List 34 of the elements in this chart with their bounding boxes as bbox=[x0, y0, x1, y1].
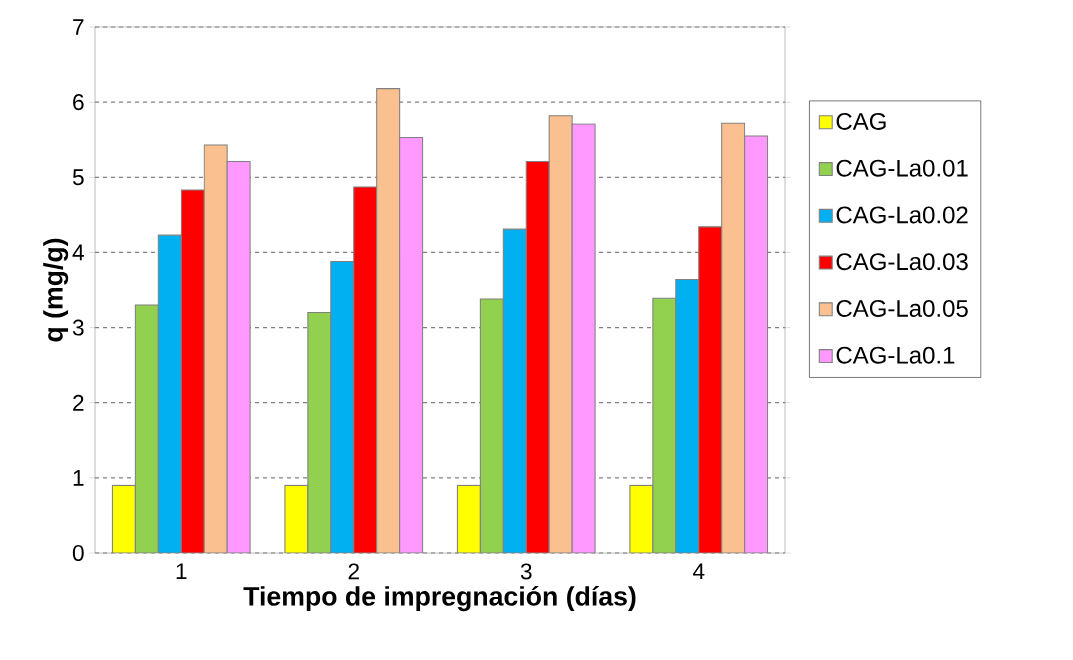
bar bbox=[203, 144, 228, 553]
x-tick-label: 4 bbox=[692, 563, 705, 579]
legend-label: CAG-La0.03 bbox=[836, 253, 968, 271]
legend-label: CAG bbox=[836, 112, 886, 130]
x-axis-title: Tiempo de impregnación (días) bbox=[243, 585, 636, 612]
bar bbox=[330, 260, 355, 553]
y-tick-label: 0 bbox=[72, 544, 84, 562]
legend-label: CAG-La0.1 bbox=[836, 346, 955, 364]
x-tick-label: 1 bbox=[176, 563, 187, 579]
bar bbox=[652, 297, 677, 553]
y-tick-label: 5 bbox=[72, 169, 84, 186]
y-tick-label: 4 bbox=[72, 244, 84, 261]
x-tick-label: 3 bbox=[520, 563, 532, 580]
y-axis-title: q (mg/g) bbox=[43, 238, 69, 342]
y-tick-label: 1 bbox=[73, 470, 84, 486]
y-tick-label: 2 bbox=[73, 394, 84, 411]
y-tick-label: 7 bbox=[73, 19, 84, 35]
bar bbox=[307, 312, 332, 553]
x-tick-label: 2 bbox=[348, 563, 359, 580]
y-tick-label: 3 bbox=[72, 319, 84, 336]
bar bbox=[479, 298, 504, 553]
bar bbox=[376, 88, 401, 553]
bar bbox=[134, 304, 159, 553]
legend-label: CAG-La0.05 bbox=[836, 299, 968, 317]
bar bbox=[502, 228, 527, 553]
bar bbox=[111, 484, 136, 553]
bar bbox=[548, 115, 573, 553]
y-tick-label: 6 bbox=[73, 94, 84, 111]
legend-label: CAG-La0.01 bbox=[836, 159, 968, 177]
bar bbox=[456, 484, 481, 553]
bar bbox=[675, 278, 700, 553]
bar bbox=[721, 122, 746, 553]
legend-label: CAG-La0.02 bbox=[836, 206, 968, 224]
bar bbox=[157, 234, 182, 553]
